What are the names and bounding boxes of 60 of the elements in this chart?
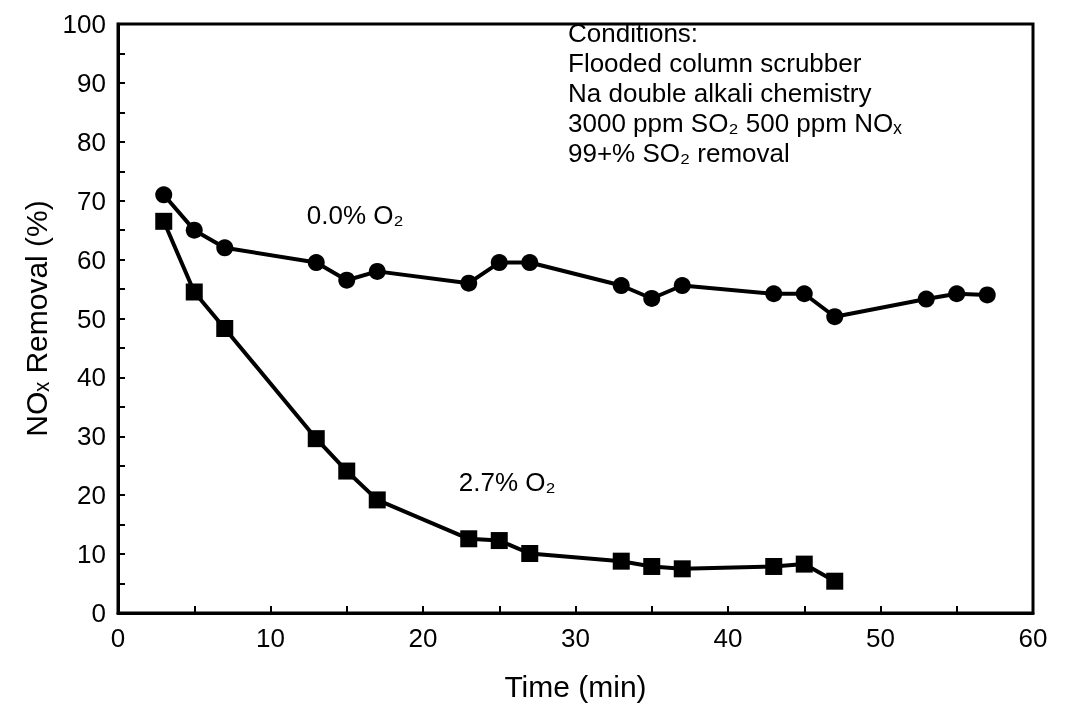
point	[368, 491, 386, 509]
point	[948, 285, 966, 303]
y-tick-label: 30	[77, 421, 106, 452]
y-axis-title: NOₓ Removal (%)	[20, 200, 54, 437]
y-tick-label: 80	[77, 126, 106, 157]
point	[612, 552, 630, 570]
point	[368, 262, 386, 280]
y-tick-label: 10	[77, 539, 106, 570]
x-tick-label: 0	[110, 623, 126, 653]
annotation: 3000 ppm SO₂ 500 ppm NOₓ	[568, 108, 903, 138]
annotation: Na double alkali chemistry	[568, 78, 872, 108]
point	[307, 254, 325, 272]
y-tick-label: 40	[77, 362, 106, 393]
y-tick-label: 0	[91, 598, 106, 628]
point	[338, 462, 356, 480]
point	[185, 221, 203, 239]
point	[216, 320, 234, 338]
x-axis-title: Time (min)	[504, 669, 647, 703]
point	[643, 289, 661, 307]
x-tick-label: 50	[866, 623, 895, 653]
x-tick-label: 60	[1018, 623, 1048, 653]
point	[490, 254, 508, 272]
point	[338, 271, 356, 289]
point	[795, 285, 813, 303]
point	[460, 274, 478, 292]
point	[826, 308, 844, 326]
point	[521, 254, 539, 272]
x-tick-label: 10	[256, 623, 285, 653]
point	[917, 290, 935, 308]
point	[185, 283, 203, 301]
point	[765, 557, 783, 575]
y-tick-label: 20	[77, 480, 106, 511]
point	[795, 555, 813, 573]
y-tick-label: 50	[77, 303, 106, 334]
x-tick-label: 20	[408, 623, 438, 653]
point	[612, 277, 630, 295]
point	[155, 212, 173, 230]
y-tick-label: 100	[62, 9, 106, 39]
x-tick-label: 30	[561, 623, 590, 653]
point	[460, 530, 478, 548]
point	[521, 545, 539, 563]
annotation: Conditions:	[568, 18, 699, 48]
series-label: 0.0% O₂	[306, 200, 404, 231]
point	[826, 572, 844, 590]
x-tick-label: 40	[713, 623, 743, 653]
y-tick-label: 90	[77, 67, 106, 98]
y-tick-label: 60	[77, 244, 106, 275]
point	[673, 277, 691, 295]
annotation: 99+% SO₂ removal	[568, 138, 790, 168]
point	[216, 239, 234, 257]
point	[643, 557, 661, 575]
point	[765, 285, 783, 303]
point	[155, 186, 173, 204]
annotation: Flooded column scrubber	[568, 48, 862, 78]
y-tick-label: 70	[77, 185, 106, 216]
point	[673, 560, 691, 578]
point	[490, 532, 508, 550]
series-label: 2.7% O₂	[458, 466, 556, 497]
point	[978, 286, 996, 304]
point	[307, 430, 325, 448]
